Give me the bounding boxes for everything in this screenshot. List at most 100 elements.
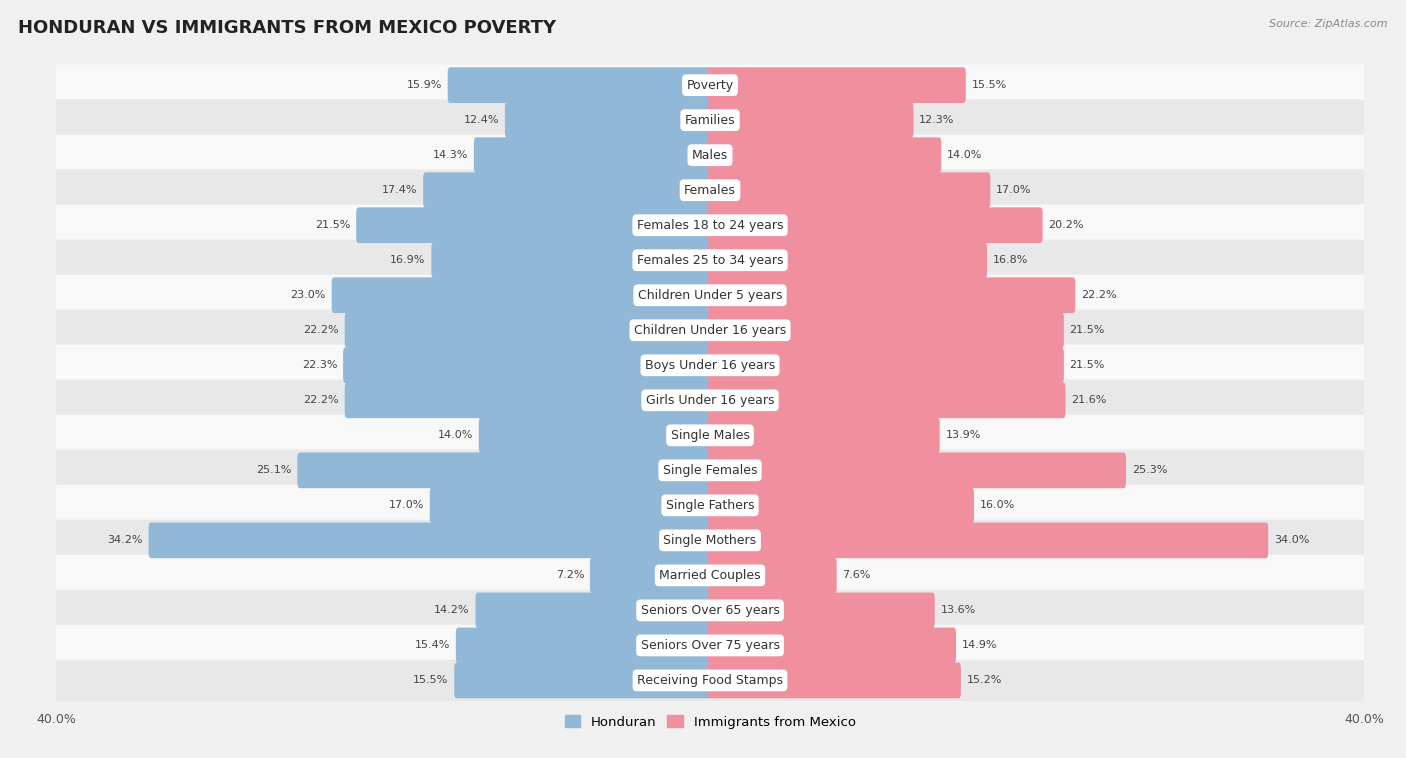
Text: 34.2%: 34.2% — [107, 535, 143, 545]
FancyBboxPatch shape — [53, 520, 1367, 561]
Text: 14.2%: 14.2% — [434, 606, 470, 615]
Text: 15.5%: 15.5% — [413, 675, 449, 685]
FancyBboxPatch shape — [707, 593, 935, 628]
FancyBboxPatch shape — [53, 64, 1367, 106]
Text: HONDURAN VS IMMIGRANTS FROM MEXICO POVERTY: HONDURAN VS IMMIGRANTS FROM MEXICO POVER… — [18, 19, 557, 37]
FancyBboxPatch shape — [53, 555, 1367, 596]
FancyBboxPatch shape — [53, 449, 1367, 491]
Text: 25.1%: 25.1% — [256, 465, 291, 475]
FancyBboxPatch shape — [53, 99, 1367, 141]
Text: 14.9%: 14.9% — [962, 641, 997, 650]
Text: Children Under 16 years: Children Under 16 years — [634, 324, 786, 337]
FancyBboxPatch shape — [297, 453, 713, 488]
FancyBboxPatch shape — [447, 67, 713, 103]
FancyBboxPatch shape — [423, 172, 713, 208]
Text: 16.9%: 16.9% — [391, 255, 426, 265]
Legend: Honduran, Immigrants from Mexico: Honduran, Immigrants from Mexico — [560, 709, 860, 734]
Text: 17.0%: 17.0% — [388, 500, 425, 510]
Text: 14.0%: 14.0% — [437, 431, 472, 440]
Text: 21.5%: 21.5% — [315, 221, 350, 230]
FancyBboxPatch shape — [707, 67, 966, 103]
FancyBboxPatch shape — [53, 309, 1367, 351]
FancyBboxPatch shape — [454, 662, 713, 698]
FancyBboxPatch shape — [344, 312, 713, 348]
FancyBboxPatch shape — [53, 240, 1367, 281]
FancyBboxPatch shape — [432, 243, 713, 278]
FancyBboxPatch shape — [343, 347, 713, 383]
FancyBboxPatch shape — [53, 170, 1367, 211]
Text: 14.3%: 14.3% — [433, 150, 468, 160]
Text: 15.9%: 15.9% — [406, 80, 441, 90]
Text: 12.4%: 12.4% — [464, 115, 499, 125]
FancyBboxPatch shape — [707, 662, 960, 698]
Text: Males: Males — [692, 149, 728, 161]
FancyBboxPatch shape — [707, 172, 990, 208]
Text: Girls Under 16 years: Girls Under 16 years — [645, 394, 775, 407]
Text: 21.5%: 21.5% — [1070, 325, 1105, 335]
FancyBboxPatch shape — [356, 208, 713, 243]
FancyBboxPatch shape — [332, 277, 713, 313]
FancyBboxPatch shape — [344, 383, 713, 418]
Text: 21.6%: 21.6% — [1071, 396, 1107, 406]
FancyBboxPatch shape — [53, 625, 1367, 666]
Text: 13.6%: 13.6% — [941, 606, 976, 615]
FancyBboxPatch shape — [505, 102, 713, 138]
Text: Married Couples: Married Couples — [659, 569, 761, 582]
Text: 22.2%: 22.2% — [304, 396, 339, 406]
Text: Receiving Food Stamps: Receiving Food Stamps — [637, 674, 783, 687]
Text: Seniors Over 75 years: Seniors Over 75 years — [641, 639, 779, 652]
Text: Single Females: Single Females — [662, 464, 758, 477]
Text: Females: Females — [685, 183, 735, 196]
FancyBboxPatch shape — [707, 487, 974, 523]
Text: 15.4%: 15.4% — [415, 641, 450, 650]
FancyBboxPatch shape — [53, 134, 1367, 176]
FancyBboxPatch shape — [430, 487, 713, 523]
Text: 16.0%: 16.0% — [980, 500, 1015, 510]
Text: Poverty: Poverty — [686, 79, 734, 92]
FancyBboxPatch shape — [707, 628, 956, 663]
Text: Seniors Over 65 years: Seniors Over 65 years — [641, 604, 779, 617]
FancyBboxPatch shape — [53, 590, 1367, 631]
Text: 21.5%: 21.5% — [1070, 360, 1105, 370]
FancyBboxPatch shape — [591, 558, 713, 594]
FancyBboxPatch shape — [707, 137, 941, 173]
Text: Children Under 5 years: Children Under 5 years — [638, 289, 782, 302]
Text: Single Mothers: Single Mothers — [664, 534, 756, 547]
Text: 14.0%: 14.0% — [948, 150, 983, 160]
FancyBboxPatch shape — [149, 522, 713, 558]
Text: 17.0%: 17.0% — [995, 185, 1032, 196]
FancyBboxPatch shape — [456, 628, 713, 663]
Text: 13.9%: 13.9% — [945, 431, 981, 440]
Text: 17.4%: 17.4% — [382, 185, 418, 196]
FancyBboxPatch shape — [53, 659, 1367, 701]
Text: 15.5%: 15.5% — [972, 80, 1007, 90]
FancyBboxPatch shape — [53, 345, 1367, 386]
Text: Families: Families — [685, 114, 735, 127]
FancyBboxPatch shape — [707, 383, 1066, 418]
FancyBboxPatch shape — [707, 347, 1064, 383]
Text: Single Males: Single Males — [671, 429, 749, 442]
FancyBboxPatch shape — [53, 274, 1367, 316]
Text: 15.2%: 15.2% — [967, 675, 1002, 685]
FancyBboxPatch shape — [474, 137, 713, 173]
FancyBboxPatch shape — [707, 208, 1043, 243]
FancyBboxPatch shape — [707, 277, 1076, 313]
Text: 25.3%: 25.3% — [1132, 465, 1167, 475]
FancyBboxPatch shape — [475, 593, 713, 628]
FancyBboxPatch shape — [479, 418, 713, 453]
Text: 16.8%: 16.8% — [993, 255, 1028, 265]
Text: 7.2%: 7.2% — [555, 570, 583, 581]
Text: Females 18 to 24 years: Females 18 to 24 years — [637, 219, 783, 232]
Text: Boys Under 16 years: Boys Under 16 years — [645, 359, 775, 371]
FancyBboxPatch shape — [707, 522, 1268, 558]
FancyBboxPatch shape — [707, 453, 1126, 488]
Text: 34.0%: 34.0% — [1274, 535, 1309, 545]
FancyBboxPatch shape — [707, 418, 939, 453]
Text: 12.3%: 12.3% — [920, 115, 955, 125]
Text: 23.0%: 23.0% — [291, 290, 326, 300]
FancyBboxPatch shape — [707, 558, 837, 594]
Text: 22.2%: 22.2% — [1081, 290, 1116, 300]
Text: Single Fathers: Single Fathers — [666, 499, 754, 512]
FancyBboxPatch shape — [707, 312, 1064, 348]
FancyBboxPatch shape — [53, 205, 1367, 246]
